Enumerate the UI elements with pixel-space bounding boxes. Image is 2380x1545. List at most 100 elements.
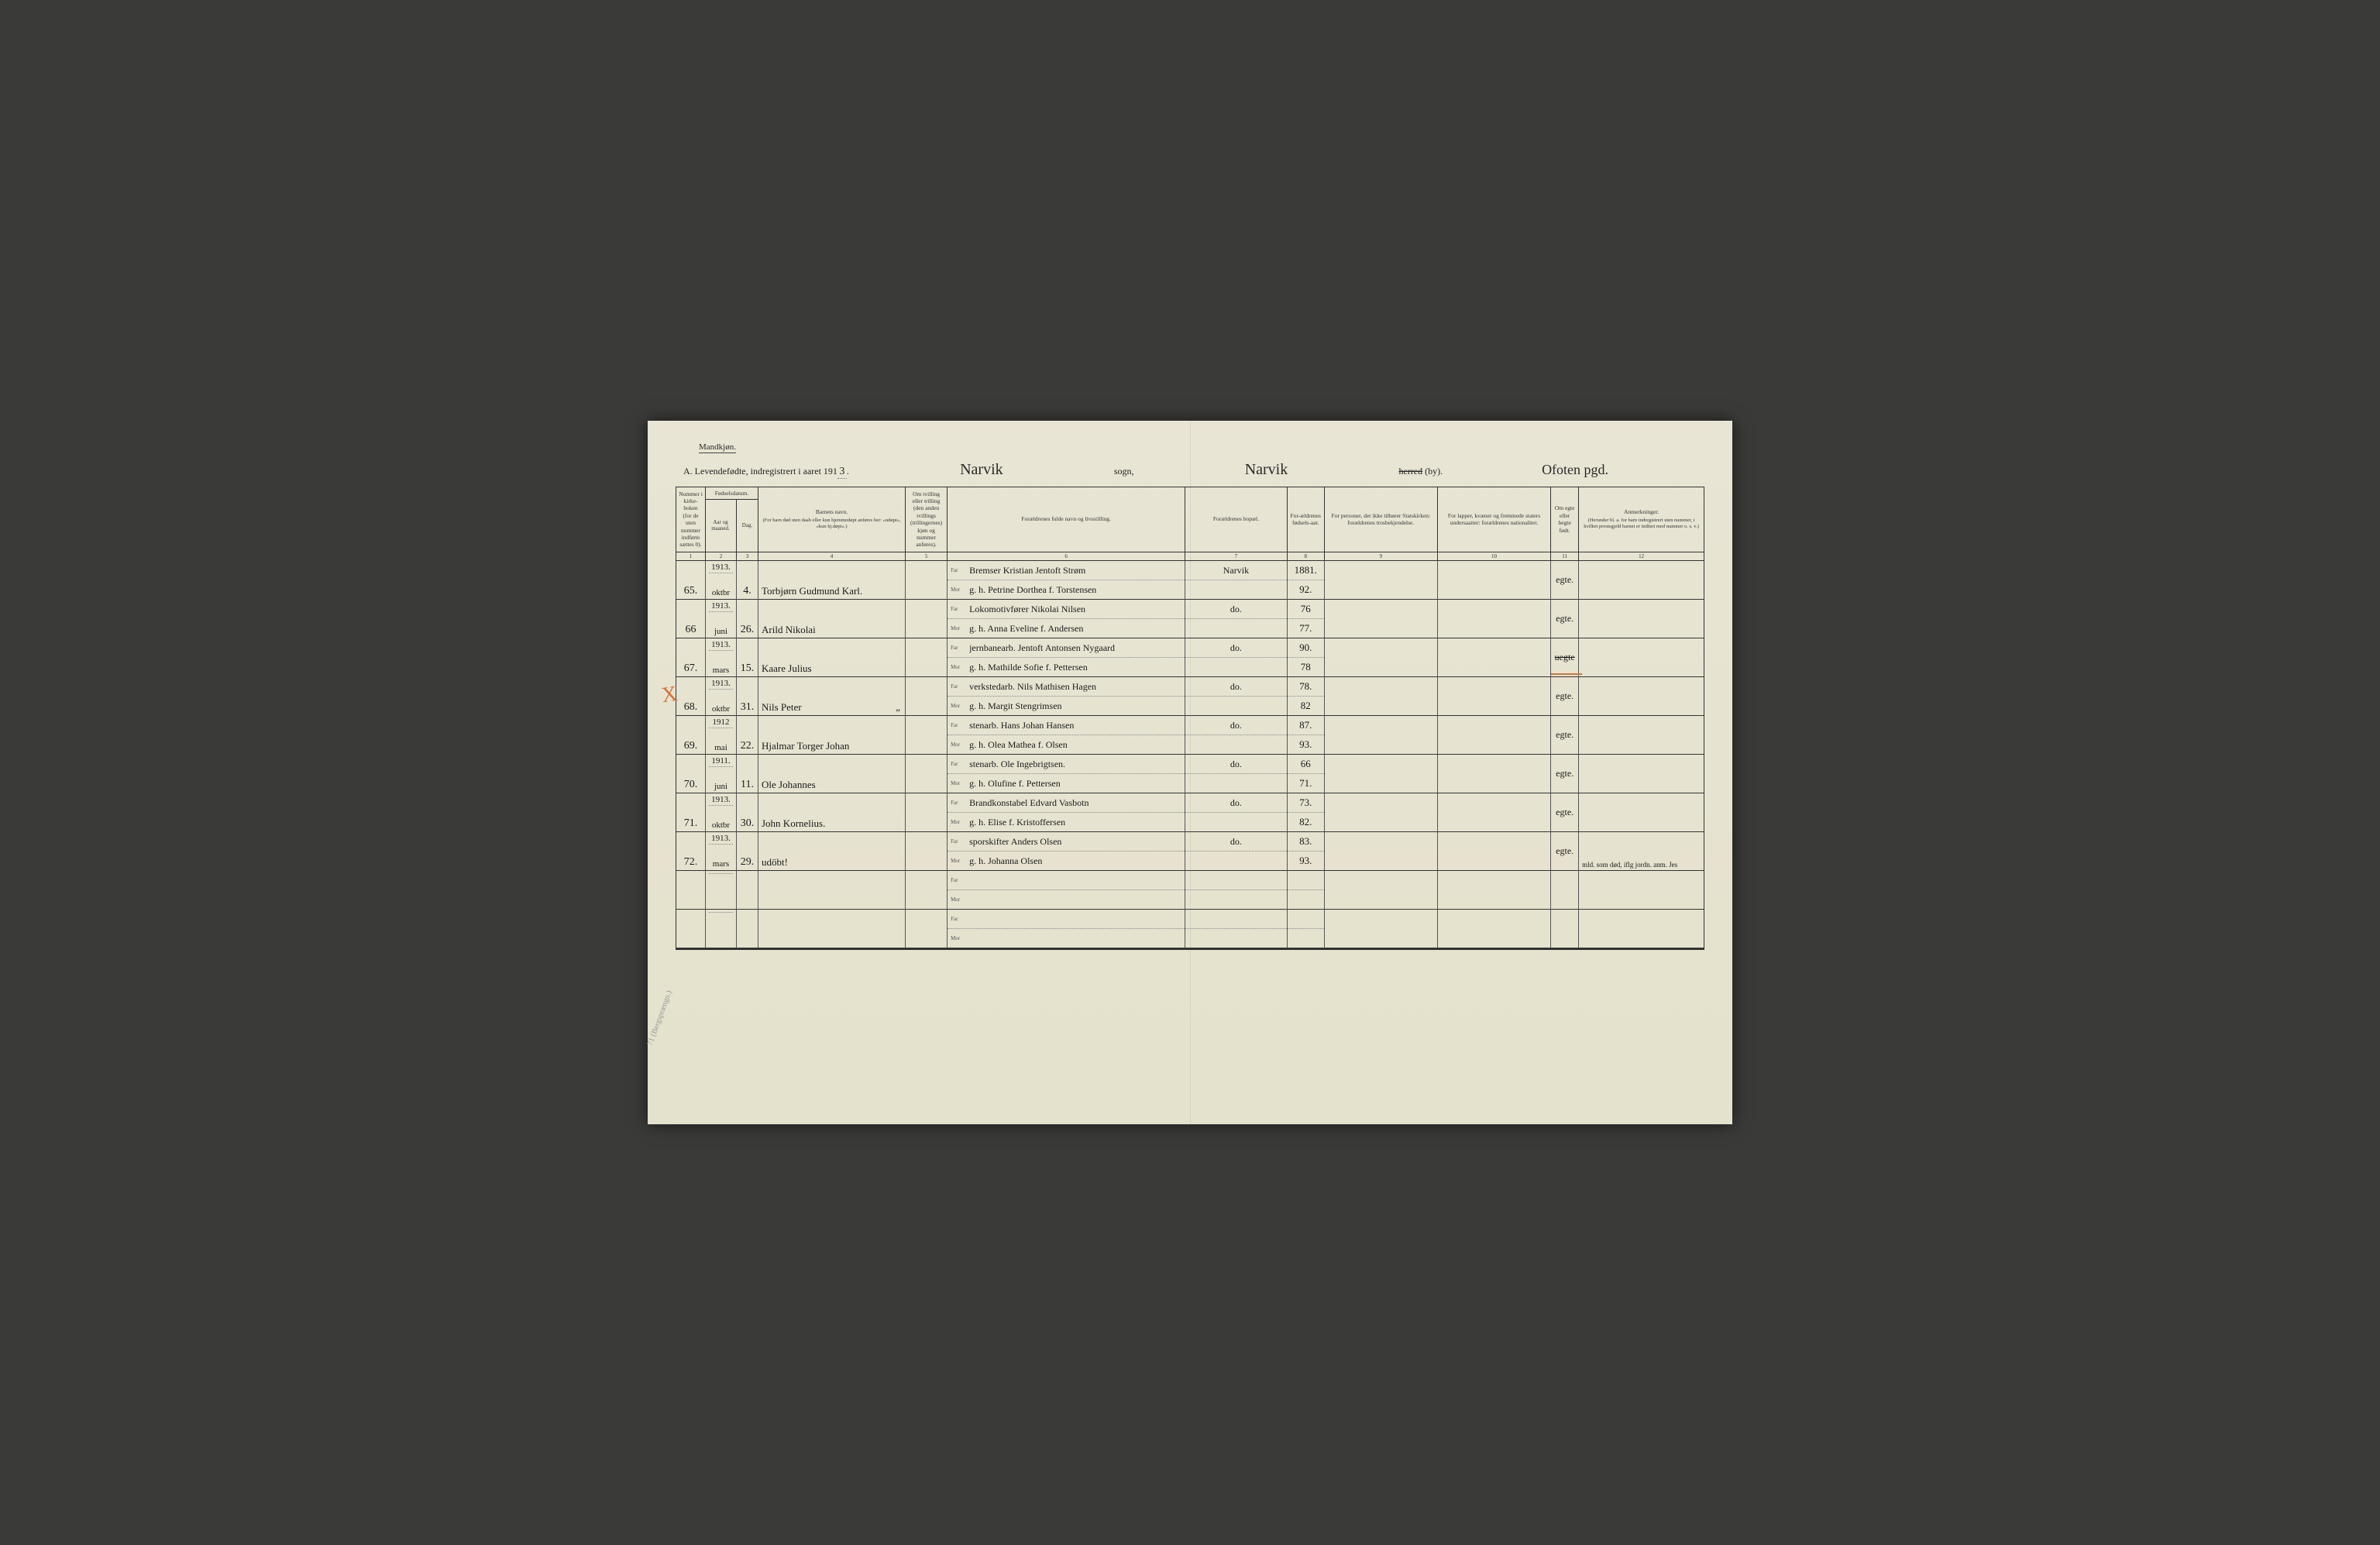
pgd-name: Ofoten pgd. (1453, 462, 1697, 478)
cell-remark (1579, 755, 1704, 793)
cell-nationality (1438, 638, 1551, 677)
cell-twin (906, 677, 948, 716)
cell-egte: egte. (1551, 755, 1579, 793)
col-head-7: Forældrenes bopæl. (1185, 487, 1288, 552)
cell-child-name: Torbjørn Gudmund Karl. (758, 561, 906, 600)
cell-birthyear: 1881. 92. (1288, 561, 1325, 600)
col-head-4: Barnets navn. (For barn død uten daab el… (758, 487, 906, 552)
cell-remark (1579, 638, 1704, 677)
table-header: Nummer i kirke-boken (for de uten nummer… (676, 487, 1704, 552)
cell-year-month: 1913.oktbr (706, 561, 737, 600)
cell-birthyear: 78. 82 (1288, 677, 1325, 716)
cell-child-name: Kaare Julius (758, 638, 906, 677)
herred-label: herred (by). (1398, 466, 1443, 477)
cell-child-name: John Kornelius. (758, 793, 906, 832)
col-head-8: For-ældrenes fødsels-aar. (1288, 487, 1325, 552)
cell-remark (1579, 793, 1704, 832)
cell-year-month: 1913.oktbr (706, 793, 737, 832)
table-row: 68. 1913.oktbr 31. Nils Peter„ Farverkst… (676, 677, 1704, 716)
cell-day: 15. (737, 638, 758, 677)
col-head-11: Om egte eller hegte født. (1551, 487, 1579, 552)
cell-religion (1325, 638, 1438, 677)
cell-egte: uegte (1551, 638, 1579, 677)
cell-religion (1325, 677, 1438, 716)
cell-parents: Farjernbanearb. Jentoft Antonsen Nygaard… (948, 638, 1185, 677)
cell-day: 22. (737, 716, 758, 755)
cell-child-name: Nils Peter„ (758, 677, 906, 716)
col-head-12: Anmerkninger. (Herunder bl. a. for barn … (1579, 487, 1704, 552)
herred-name: Narvik (1145, 461, 1388, 479)
cell-parents: Farstenarb. Ole Ingebrigtsen. Morg. h. O… (948, 755, 1185, 793)
cell-year-month: 1913.oktbr (706, 677, 737, 716)
sogn-label: sogn, (1114, 466, 1134, 477)
cell-num: 69. (676, 716, 706, 755)
cell-num: 65. (676, 561, 706, 600)
title-prefix: A. Levendefødte, indregistrert i aaret 1… (683, 466, 849, 479)
cell-num: 68. (676, 677, 706, 716)
cell-twin (906, 600, 948, 638)
cell-nationality (1438, 561, 1551, 600)
sogn-name: Narvik (860, 461, 1103, 479)
cell-child-name: udöbt! (758, 832, 906, 871)
cell-child-name: Hjalmar Torger Johan (758, 716, 906, 755)
cell-parents: FarBremser Kristian Jentoft Strøm Morg. … (948, 561, 1185, 600)
cell-remark: mld. som død, iflg jordn. anm. Jes (1579, 832, 1704, 871)
cell-nationality (1438, 755, 1551, 793)
col-head-9: For personer, der ikke tilhører Statskir… (1325, 487, 1438, 552)
cell-day: 29. (737, 832, 758, 871)
table-row: 69. 1912mai 22. Hjalmar Torger Johan Far… (676, 716, 1704, 755)
register-table: Nummer i kirke-boken (for de uten nummer… (676, 487, 1704, 951)
cell-twin (906, 793, 948, 832)
cell-day: 31. (737, 677, 758, 716)
cell-parents: Farsporskifter Anders Olsen Morg. h. Joh… (948, 832, 1185, 871)
cell-birthyear: 66 71. (1288, 755, 1325, 793)
table-row: 66 1913.juni 26. Arild Nikolai FarLokomo… (676, 600, 1704, 638)
cell-twin (906, 832, 948, 871)
cell-birthyear: 90. 78 (1288, 638, 1325, 677)
cell-birthyear: 87. 93. (1288, 716, 1325, 755)
cell-year-month: 1913.mars (706, 832, 737, 871)
cell-bopal: do. (1185, 677, 1288, 716)
cell-num: 70. (676, 755, 706, 793)
cell-parents: Farstenarb. Hans Johan Hansen Morg. h. O… (948, 716, 1185, 755)
table-row: FarMor (676, 910, 1704, 948)
cell-religion (1325, 561, 1438, 600)
cell-num: 67. (676, 638, 706, 677)
table-row: 71. 1913.oktbr 30. John Kornelius. FarBr… (676, 793, 1704, 832)
col-head-10: For lapper, kvæner og fremmede staters u… (1438, 487, 1551, 552)
cell-nationality (1438, 793, 1551, 832)
cell-twin (906, 561, 948, 600)
cell-year-month: 1911.juni (706, 755, 737, 793)
cell-egte: egte. (1551, 600, 1579, 638)
cell-egte: egte. (1551, 561, 1579, 600)
margin-note: 71 (Bergsprængn.) (646, 989, 674, 1047)
column-number-row: 1 2 3 4 5 6 7 8 9 10 11 12 (676, 552, 1704, 562)
cell-bopal: do. (1185, 600, 1288, 638)
cell-remark (1579, 600, 1704, 638)
cell-child-name: Arild Nikolai (758, 600, 906, 638)
cell-remark (1579, 561, 1704, 600)
cell-egte: egte. (1551, 677, 1579, 716)
cell-nationality (1438, 677, 1551, 716)
cell-day: 30. (737, 793, 758, 832)
cell-day: 4. (737, 561, 758, 600)
cell-parents: FarLokomotivfører Nikolai Nilsen Morg. h… (948, 600, 1185, 638)
cell-bopal: Narvik (1185, 561, 1288, 600)
col-head-6: Forældrenes fulde navn og livsstilling. (948, 487, 1185, 552)
cell-twin (906, 716, 948, 755)
cell-bopal: do. (1185, 638, 1288, 677)
cell-religion (1325, 793, 1438, 832)
cell-bopal: do. (1185, 793, 1288, 832)
col-head-2-3: Fødselsdatum. Aar og maaned. Dag. (706, 487, 758, 552)
cell-religion (1325, 716, 1438, 755)
title-row: A. Levendefødte, indregistrert i aaret 1… (683, 461, 1697, 479)
register-page: Mandkjøn. A. Levendefødte, indregistrert… (648, 421, 1732, 1125)
cell-nationality (1438, 600, 1551, 638)
cell-religion (1325, 600, 1438, 638)
cell-nationality (1438, 832, 1551, 871)
cell-bopal: do. (1185, 716, 1288, 755)
cell-parents: FarBrandkonstabel Edvard Vasbotn Morg. h… (948, 793, 1185, 832)
cell-religion (1325, 832, 1438, 871)
table-row: FarMor (676, 871, 1704, 910)
gender-label: Mandkjøn. (699, 442, 736, 453)
